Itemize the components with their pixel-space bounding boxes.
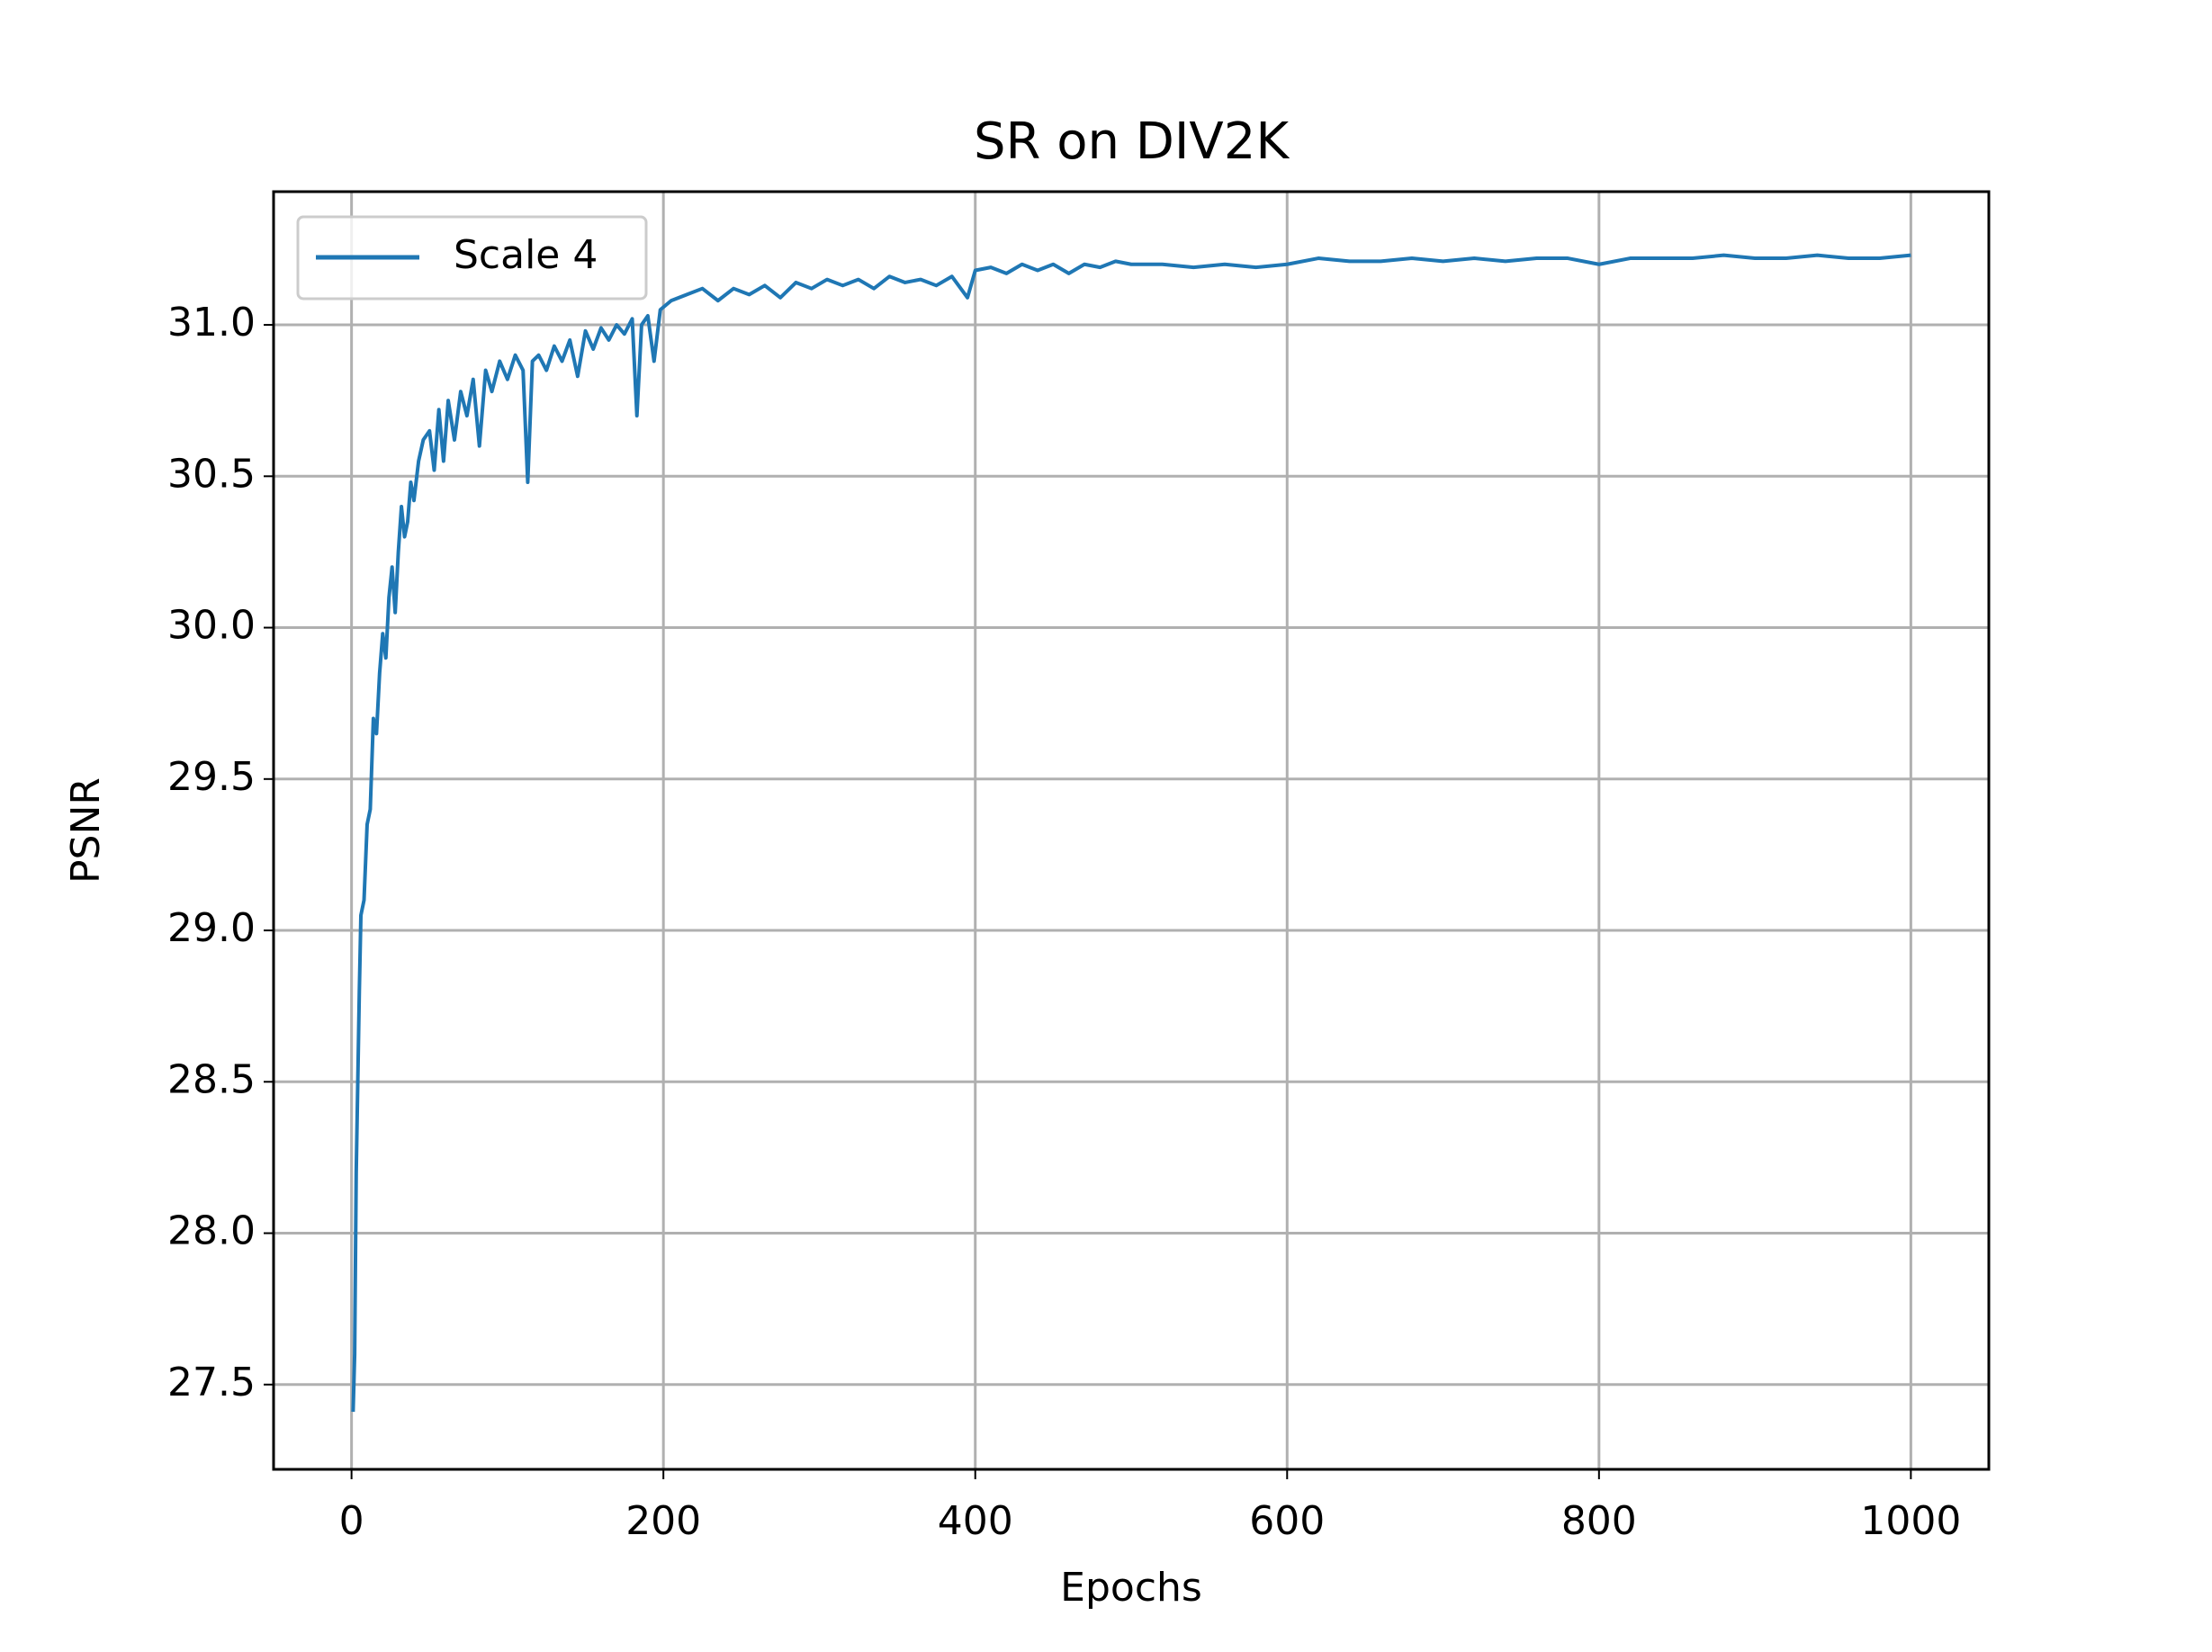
data-line [351, 253, 1911, 1413]
y-axis-label: PSNR [63, 777, 109, 884]
y-tick-label: 29.0 [167, 905, 256, 951]
y-tick-label: 28.5 [167, 1056, 256, 1102]
x-tick-label: 600 [1249, 1498, 1325, 1544]
y-tick-label: 31.0 [167, 300, 256, 346]
y-tick-label: 27.5 [167, 1360, 256, 1405]
y-tick-label: 28.0 [167, 1208, 256, 1254]
chart-title: SR on DIV2K [974, 112, 1290, 171]
y-tick-label: 30.5 [167, 451, 256, 497]
x-tick-label: 800 [1561, 1498, 1637, 1544]
plot-frame [272, 190, 1991, 1471]
x-tick-label: 0 [339, 1498, 364, 1544]
x-tick-label: 1000 [1860, 1498, 1961, 1544]
x-tick-label: 200 [625, 1498, 701, 1544]
x-tick-label: 400 [938, 1498, 1013, 1544]
legend-box [296, 215, 648, 301]
x-axis-label: Epochs [1060, 1565, 1202, 1611]
legend-label: Scale 4 [454, 232, 598, 278]
y-tick-label: 30.0 [167, 603, 256, 649]
y-tick-label: 29.5 [167, 754, 256, 800]
